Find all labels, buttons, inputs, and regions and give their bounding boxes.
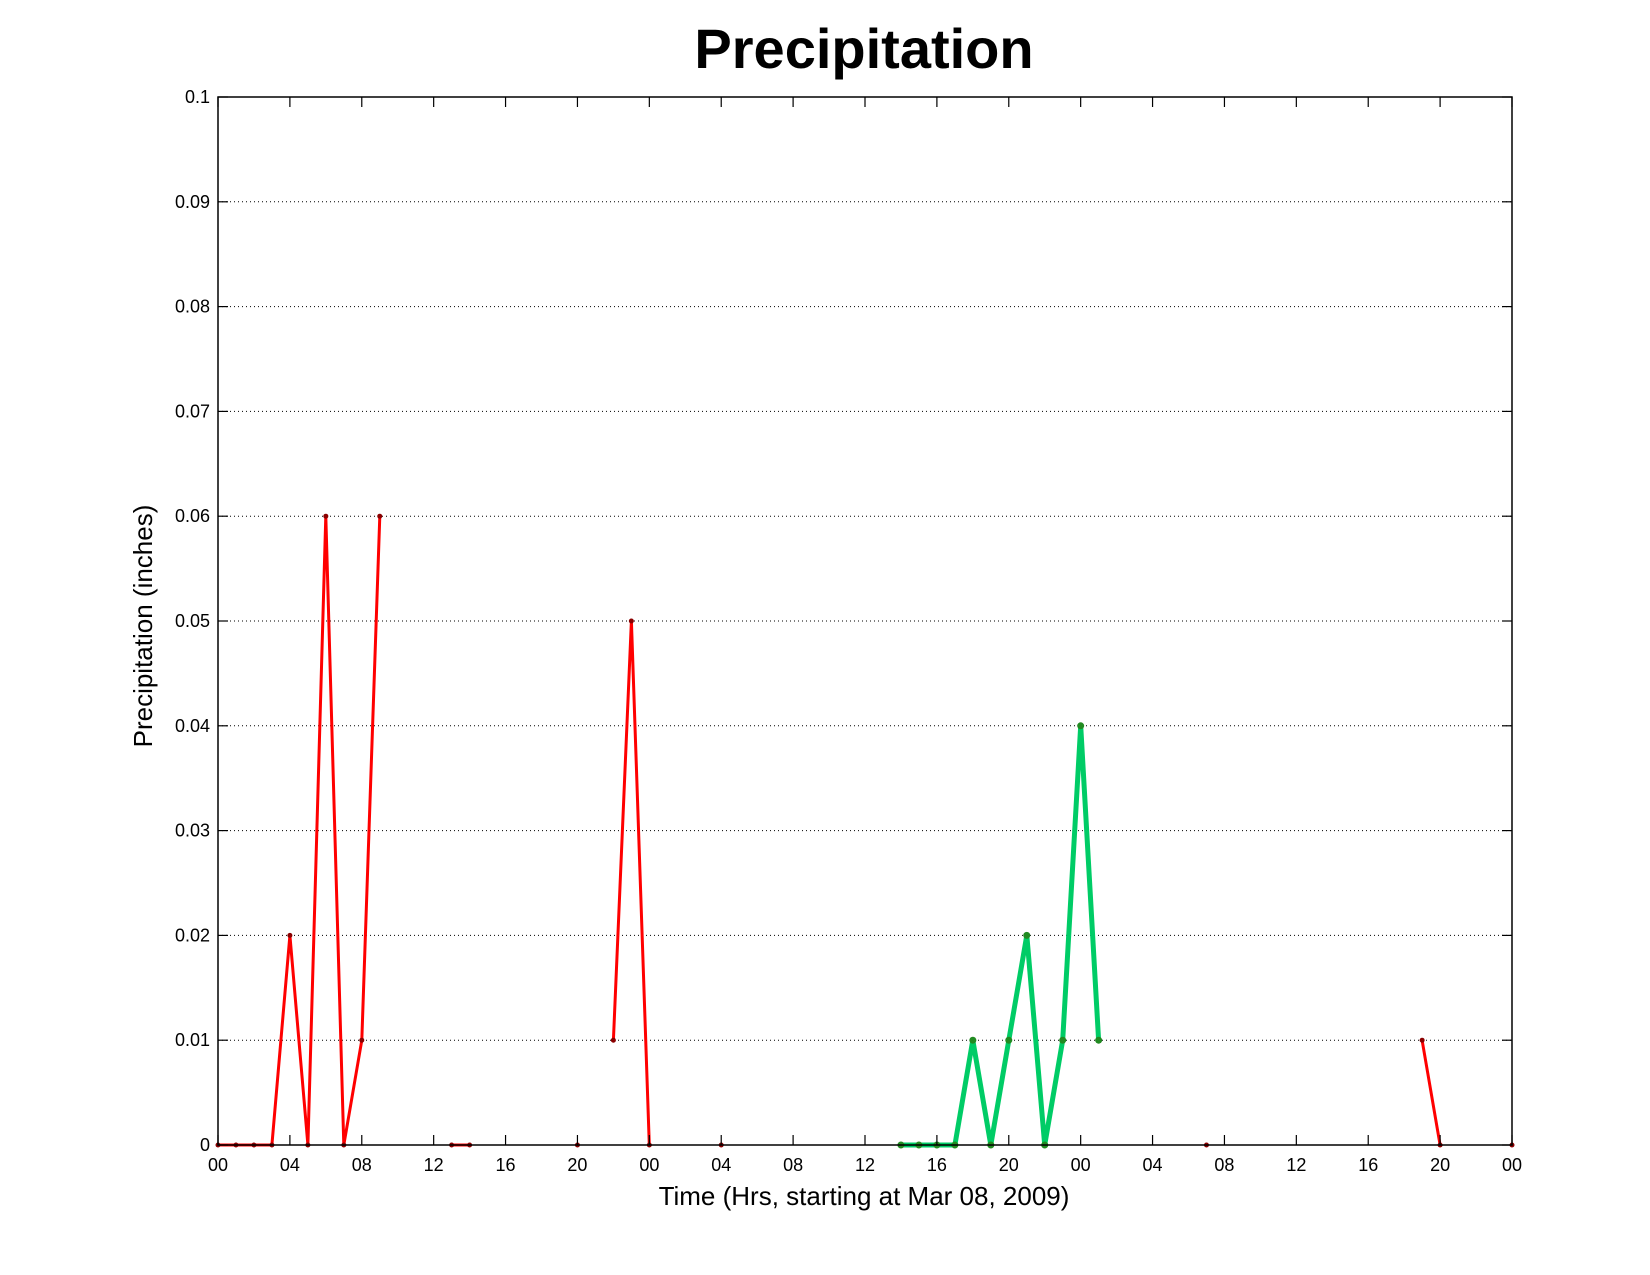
y-axis-tick-labels: 0 0.01 0.02 0.03 0.04 0.05 0.06 0.07 0.08 0.09 0.1	[175, 87, 210, 1155]
x-tick-label: 08	[352, 1155, 372, 1175]
x-tick-label: 20	[1430, 1155, 1450, 1175]
x-tick-label: 12	[855, 1155, 875, 1175]
x-tick-label: 00	[208, 1155, 228, 1175]
x-tick-label: 04	[711, 1155, 731, 1175]
axis-ticks	[217, 96, 1513, 1146]
x-tick-label: 12	[1286, 1155, 1306, 1175]
data-point	[610, 1037, 616, 1043]
x-tick-label: 16	[1358, 1155, 1378, 1175]
x-tick-label: 04	[280, 1155, 300, 1175]
y-axis-label: Precipitation (inches)	[128, 505, 158, 748]
x-axis-tick-labels: 00 04 08 12 16 20 00 04 08 12 16 20 00 04 08 12 16 20 00	[208, 1155, 1522, 1175]
y-tick-label: 0	[200, 1135, 210, 1155]
y-tick-label: 0.08	[175, 297, 210, 317]
grid-lines	[218, 201, 1512, 1041]
data-point	[1419, 1037, 1425, 1043]
y-tick-label: 0.02	[175, 925, 210, 945]
data-point	[377, 513, 383, 519]
data-point	[1077, 722, 1085, 730]
y-tick-label: 0.09	[175, 192, 210, 212]
y-tick-label: 0.03	[175, 821, 210, 841]
data-point	[1005, 1036, 1013, 1044]
data-point	[628, 618, 634, 624]
data-point	[1059, 1036, 1067, 1044]
data-point	[969, 1036, 977, 1044]
x-tick-label: 12	[424, 1155, 444, 1175]
x-tick-label: 08	[783, 1155, 803, 1175]
data-point	[1023, 931, 1031, 939]
series-line-segment	[611, 620, 651, 1146]
y-tick-label: 0.06	[175, 506, 210, 526]
x-tick-label: 20	[567, 1155, 587, 1175]
x-tick-label: 00	[1502, 1155, 1522, 1175]
y-tick-label: 0.01	[175, 1030, 210, 1050]
x-tick-label: 00	[1071, 1155, 1091, 1175]
y-tick-label: 0.05	[175, 611, 210, 631]
chart-title: Precipitation	[694, 17, 1033, 80]
x-tick-label: 00	[639, 1155, 659, 1175]
x-tick-label: 08	[1214, 1155, 1234, 1175]
x-axis-label: Time (Hrs, starting at Mar 08, 2009)	[659, 1181, 1070, 1211]
x-tick-label: 16	[927, 1155, 947, 1175]
x-tick-label: 16	[496, 1155, 516, 1175]
y-tick-label: 0.07	[175, 401, 210, 421]
data-point	[287, 932, 293, 938]
data-point	[323, 513, 329, 519]
x-tick-label: 04	[1143, 1155, 1163, 1175]
y-tick-label: 0.04	[175, 716, 210, 736]
series-2	[897, 722, 1103, 1149]
data-point	[1095, 1036, 1103, 1044]
series-line-segment	[1420, 1039, 1442, 1146]
data-point	[359, 1037, 365, 1043]
y-tick-label: 0.1	[185, 87, 210, 107]
x-tick-label: 20	[999, 1155, 1019, 1175]
plot-area-frame	[217, 96, 1513, 1146]
